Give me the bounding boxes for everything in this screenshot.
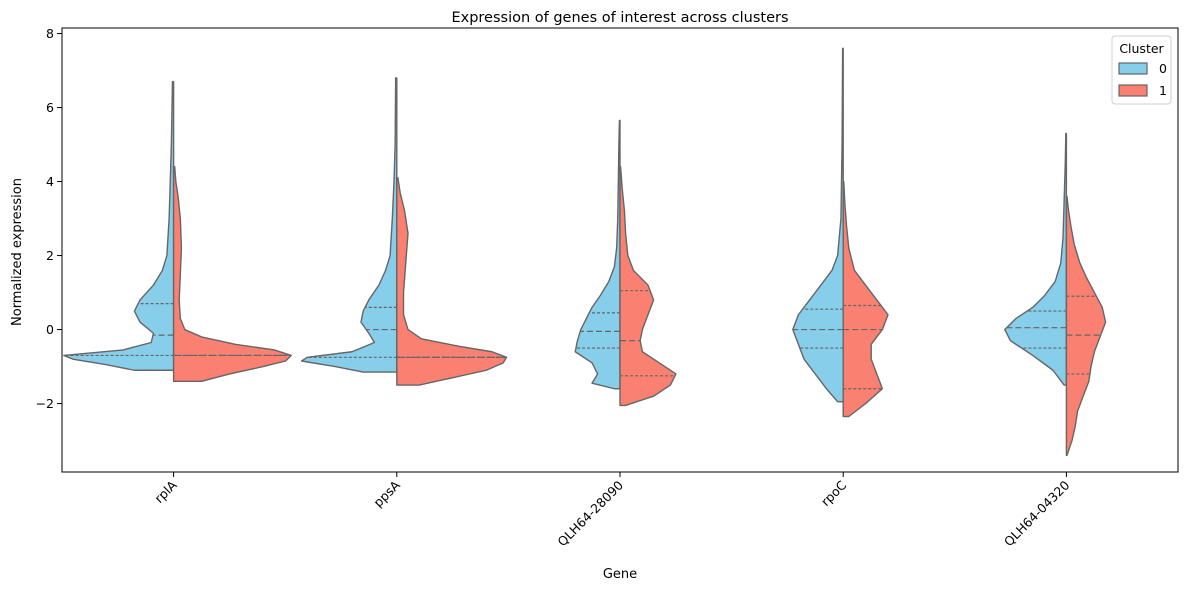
legend-swatch-1 bbox=[1118, 84, 1148, 97]
x-tick-label-4: QLH64-04320 bbox=[1001, 477, 1073, 549]
violin-cluster1-QLH64-04320 bbox=[1065, 195, 1107, 457]
violin-cluster1-rplA bbox=[172, 166, 292, 383]
legend-swatch-0 bbox=[1118, 62, 1148, 75]
legend-label-1: 1 bbox=[1159, 83, 1167, 98]
violin-cluster0-QLH64-28090 bbox=[574, 119, 621, 390]
y-tick-label-4: 6 bbox=[46, 100, 54, 115]
legend-title: Cluster bbox=[1119, 41, 1164, 56]
violin-cluster0-QLH64-04320 bbox=[1004, 132, 1068, 386]
legend-label-0: 0 bbox=[1159, 61, 1167, 76]
violin-cluster0-ppsA bbox=[300, 77, 398, 373]
x-tick-label-1: ppsA bbox=[370, 477, 403, 510]
violin-cluster0-rpoC bbox=[792, 47, 844, 403]
violin-cluster0-rplA bbox=[63, 80, 175, 371]
violins-layer bbox=[63, 47, 1107, 457]
x-axis: rplA ppsA QLH64-28090 rpoC QLH64-04320 bbox=[151, 472, 1073, 549]
legend: Cluster 0 1 bbox=[1111, 35, 1172, 105]
x-tick-label-0: rplA bbox=[151, 477, 180, 506]
chart-title: Expression of genes of interest across c… bbox=[451, 10, 788, 26]
violin-cluster1-ppsA bbox=[396, 177, 508, 386]
x-axis-label: Gene bbox=[603, 567, 637, 582]
y-axis: −2 0 2 4 6 8 bbox=[36, 26, 62, 411]
x-tick-label-2: QLH64-28090 bbox=[554, 477, 626, 549]
y-tick-label-3: 4 bbox=[46, 174, 54, 189]
y-axis-label: Normalized expression bbox=[10, 178, 25, 326]
y-tick-label-5: 8 bbox=[46, 26, 54, 41]
y-tick-label-1: 0 bbox=[46, 322, 54, 337]
x-tick-label-3: rpoC bbox=[818, 477, 850, 509]
violin-cluster1-QLH64-28090 bbox=[619, 166, 677, 407]
y-tick-label-2: 2 bbox=[46, 248, 54, 263]
y-tick-label-0: −2 bbox=[36, 396, 54, 411]
violin-cluster1-rpoC bbox=[842, 180, 889, 418]
